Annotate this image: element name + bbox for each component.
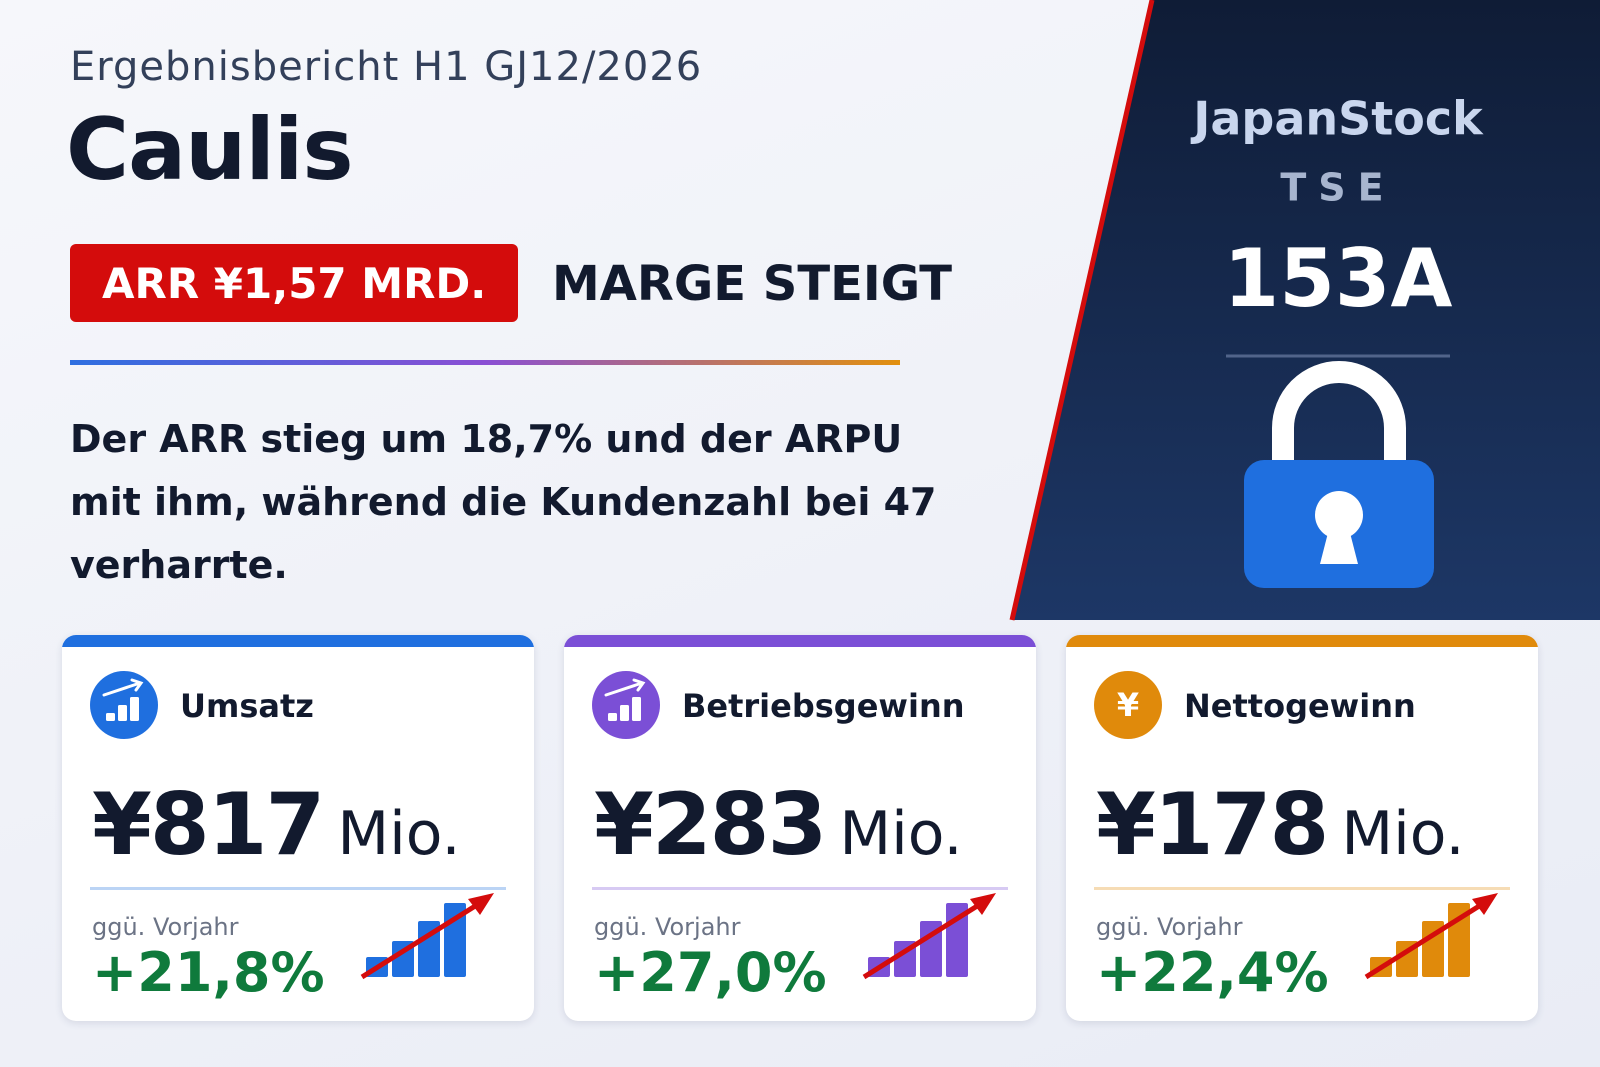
card-accent (62, 635, 534, 647)
kpi-card: Betriebsgewinn ¥283 Mio. ggü. Vorjahr +27,0% (564, 635, 1036, 1021)
value-unit: Mio. (839, 799, 963, 869)
card-icon (592, 671, 660, 739)
icon-arrow (604, 678, 646, 697)
trend-bar (920, 921, 942, 977)
card-label: Umsatz (180, 687, 314, 725)
icon-bar (620, 705, 629, 721)
trend-graphic (360, 893, 494, 980)
icon-symbol: ¥ (1117, 686, 1139, 724)
card-divider (1094, 887, 1510, 890)
card-graphics (90, 671, 494, 980)
trend-arrowhead (1472, 893, 1498, 915)
compare-label: ggü. Vorjahr (92, 913, 239, 941)
trend-graphic (862, 893, 996, 980)
value-unit: Mio. (1341, 799, 1465, 869)
exchange: TSE (1280, 166, 1395, 210)
change-value: +22,4% (1096, 941, 1329, 1004)
panel-background (1012, 0, 1600, 620)
kpi-card: ¥ Nettogewinn ¥178 Mio. ggü. Vorjahr +22,4% (1066, 635, 1538, 1021)
lock-icon (1244, 361, 1434, 588)
trend-arrowhead (468, 893, 494, 915)
change-value: +21,8% (92, 941, 325, 1004)
card-accent (564, 635, 1036, 647)
panel-edge (1009, 0, 1155, 621)
value-amount: ¥817 (92, 775, 325, 875)
tagline: MARGE STEIGT (552, 256, 953, 312)
trend-arrow (360, 900, 482, 980)
kpi-card: Umsatz ¥817 Mio. ggü. Vorjahr +21,8% (62, 635, 534, 1021)
subtitle: Ergebnisbericht H1 GJ12/2026 (70, 44, 703, 90)
trend-arrow (1364, 900, 1486, 980)
compare-label: ggü. Vorjahr (1096, 913, 1243, 941)
ticker-code: 153A (1224, 232, 1453, 325)
icon-bar (118, 705, 127, 721)
card-graphics (592, 671, 996, 980)
value-unit: Mio. (337, 799, 461, 869)
compare-label: ggü. Vorjahr (594, 913, 741, 941)
card-graphics: ¥ (1094, 671, 1498, 980)
value-amount: ¥178 (1096, 775, 1329, 875)
card-icon (90, 671, 158, 739)
trend-bar (1422, 921, 1444, 977)
card-label: Nettogewinn (1184, 687, 1416, 725)
card-divider (90, 887, 506, 890)
card-value: ¥283 Mio. (594, 775, 963, 875)
change-value: +27,0% (594, 941, 827, 1004)
brand: JapanStock (1190, 92, 1484, 146)
icon-bar (632, 697, 641, 721)
card-value: ¥178 Mio. (1096, 775, 1465, 875)
value-amount: ¥283 (594, 775, 827, 875)
card-icon: ¥ (1094, 671, 1162, 739)
summary: Der ARR stieg um 18,7% und der ARPU mit … (70, 417, 937, 587)
icon-circle (1094, 671, 1162, 739)
trend-graphic (1364, 893, 1498, 980)
icon-bar (608, 713, 617, 721)
gradient-rule (70, 360, 900, 365)
trend-arrowhead (970, 893, 996, 915)
trend-arrow (862, 900, 984, 980)
card-value: ¥817 Mio. (92, 775, 461, 875)
icon-arrow (102, 678, 144, 697)
card-divider (592, 887, 1008, 890)
card-label: Betriebsgewinn (682, 687, 965, 725)
company-title: Caulis (66, 100, 354, 200)
icon-bar (130, 697, 139, 721)
card-accent (1066, 635, 1538, 647)
icon-bar (106, 713, 115, 721)
trend-bar (418, 921, 440, 977)
arr-badge: ARR ¥1,57 MRD. (70, 244, 519, 322)
